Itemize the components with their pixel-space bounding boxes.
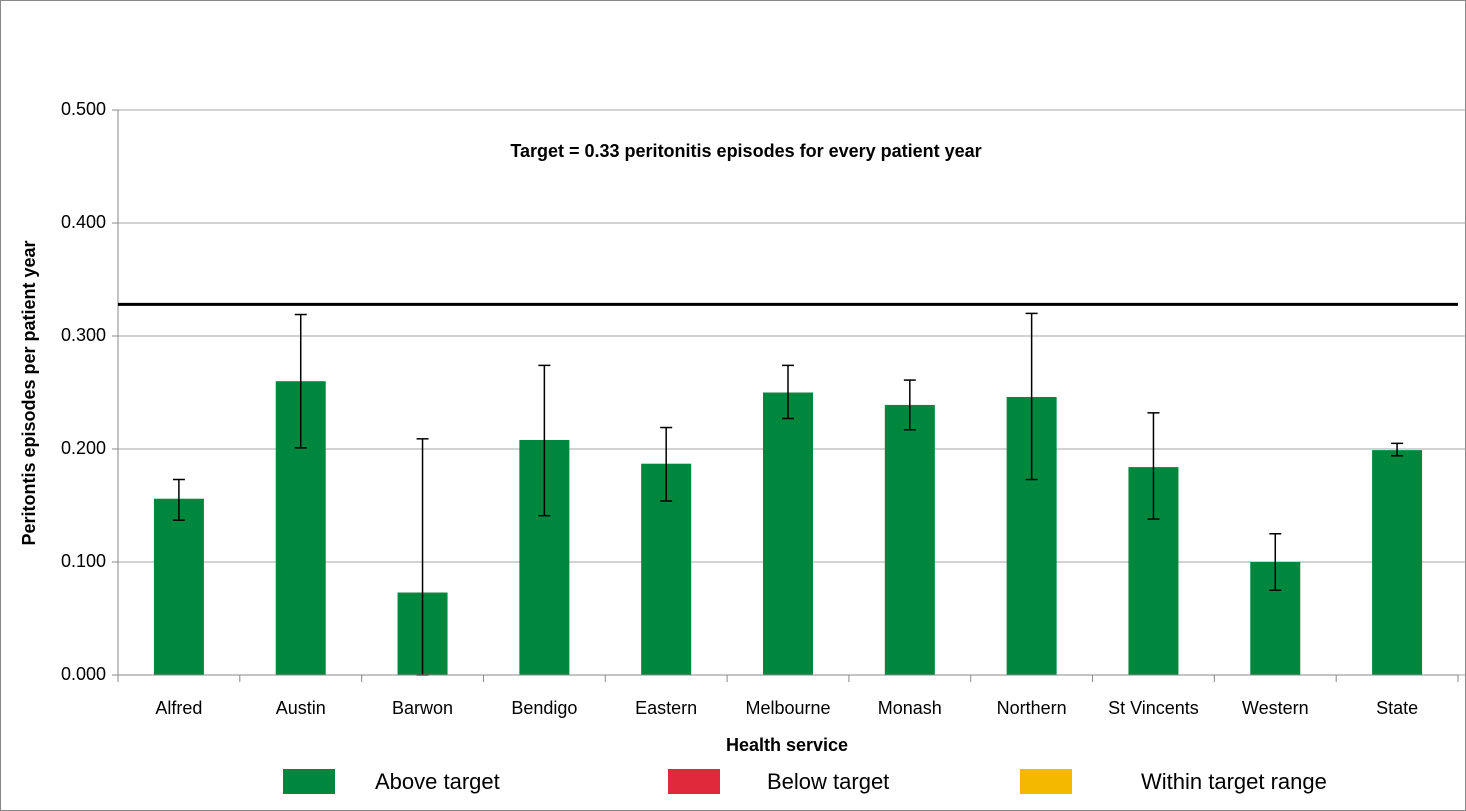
x-tick-label: Alfred	[155, 698, 202, 718]
x-tick-label: Western	[1242, 698, 1309, 718]
legend-label: Within target range	[1141, 769, 1327, 794]
x-tick-label: Northern	[997, 698, 1067, 718]
x-tick-label: Austin	[276, 698, 326, 718]
x-tick-label: Bendigo	[511, 698, 577, 718]
target-annotation: Target = 0.33 peritonitis episodes for e…	[510, 141, 981, 161]
bar	[1372, 450, 1423, 675]
y-tick-label: 0.300	[61, 325, 106, 345]
legend-label: Above target	[375, 769, 500, 794]
y-tick-label: 0.000	[61, 664, 106, 684]
y-tick-label: 0.500	[61, 99, 106, 119]
bar	[153, 498, 204, 675]
legend-swatch	[283, 769, 335, 794]
x-tick-label: Melbourne	[745, 698, 830, 718]
x-tick-label: Eastern	[635, 698, 697, 718]
y-tick-label: 0.200	[61, 438, 106, 458]
y-tick-label: 0.100	[61, 551, 106, 571]
y-axis-title: Peritontis episodes per patient year	[19, 240, 39, 545]
bar	[884, 404, 935, 675]
bar	[763, 392, 813, 675]
legend-label: Below target	[767, 769, 889, 794]
x-tick-label: St Vincents	[1108, 698, 1199, 718]
y-tick-label: 0.400	[61, 212, 106, 232]
legend-swatch	[668, 769, 720, 794]
legend-swatch	[1020, 769, 1072, 794]
x-tick-label: Monash	[878, 698, 942, 718]
x-tick-label: Barwon	[392, 698, 453, 718]
x-axis-title: Health service	[726, 735, 848, 755]
x-tick-label: State	[1376, 698, 1418, 718]
